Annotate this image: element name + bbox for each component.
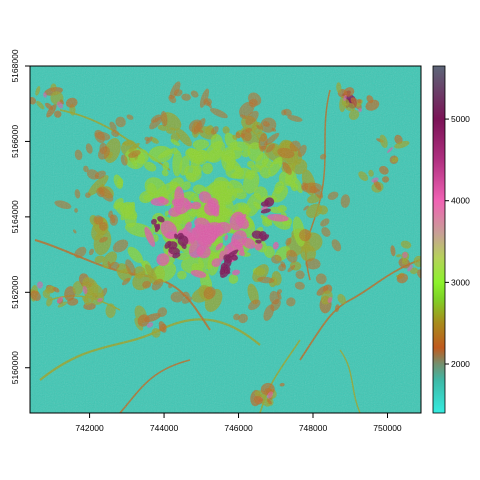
legend-tick-label: 4000 [451, 196, 470, 206]
y-tick-label: 5160000 [10, 351, 20, 384]
x-tick-label: 746000 [224, 423, 253, 433]
y-tick-label: 5162000 [10, 275, 20, 308]
legend-tick-label: 3000 [451, 277, 470, 287]
elevation-raster [30, 66, 421, 413]
x-tick-label: 744000 [150, 423, 179, 433]
y-tick-label: 5164000 [10, 200, 20, 233]
y-axis: 5160000 5162000 5164000 5166000 5168000 [10, 49, 30, 384]
raster-noise-overlay [30, 66, 421, 413]
x-axis: 742000 744000 746000 748000 750000 [75, 413, 402, 433]
x-tick-label: 742000 [75, 423, 104, 433]
legend-color-bar [432, 65, 446, 414]
map-frame [29, 65, 422, 414]
x-tick-label: 750000 [373, 423, 402, 433]
y-tick-label: 5168000 [10, 49, 20, 82]
legend-tick-label: 5000 [451, 114, 470, 124]
color-legend: 2000 3000 4000 5000 [432, 65, 470, 414]
y-tick-label: 5166000 [10, 125, 20, 158]
x-tick-label: 748000 [299, 423, 328, 433]
legend-tick-label: 2000 [451, 359, 470, 369]
